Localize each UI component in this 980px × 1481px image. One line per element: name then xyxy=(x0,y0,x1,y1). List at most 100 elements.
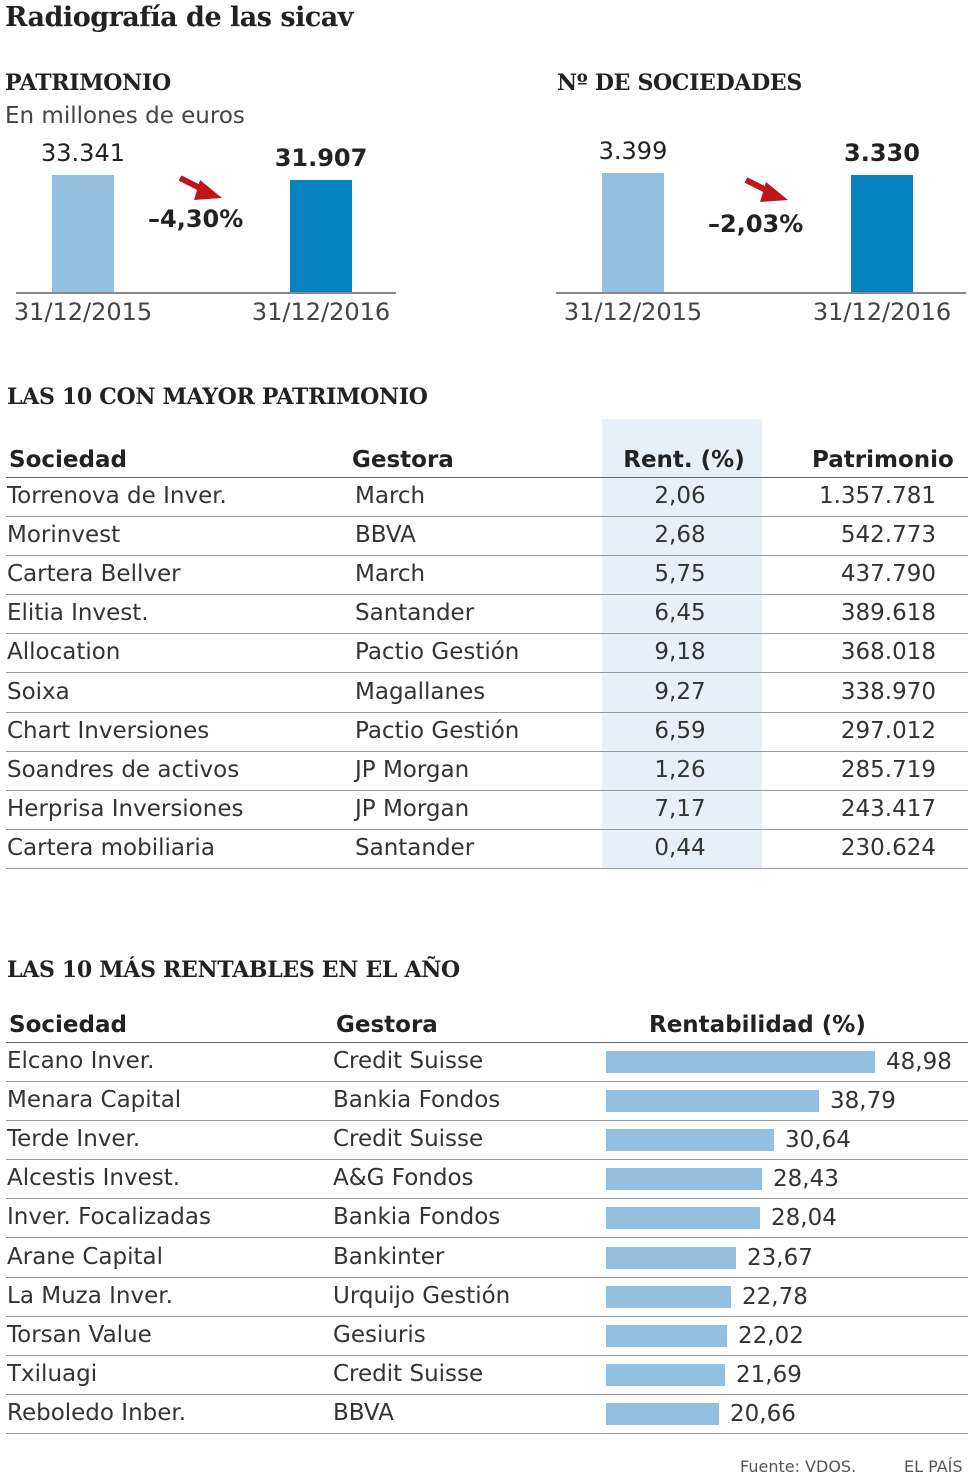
bar-1 xyxy=(290,180,352,292)
rentabilidad-bar xyxy=(606,1168,762,1191)
row-divider xyxy=(6,711,968,713)
cell-gestora: Pactio Gestión xyxy=(355,639,520,666)
sociedades-heading: Nº DE SOCIEDADES xyxy=(557,70,802,96)
cell-patrimonio: 243.417 xyxy=(840,795,936,822)
cell-gestora: JP Morgan xyxy=(355,756,470,783)
header-gestora: Gestora xyxy=(352,447,454,473)
row-divider xyxy=(6,1393,968,1395)
cell-rent: 0,44 xyxy=(654,834,706,861)
cell-patrimonio: 338.970 xyxy=(840,678,936,705)
cell-sociedad: La Muza Inver. xyxy=(7,1282,173,1309)
cell-sociedad: Inver. Focalizadas xyxy=(7,1204,211,1231)
row-divider xyxy=(6,1198,968,1200)
sociedades-down-arrow-icon xyxy=(744,177,788,202)
rentabilidad-value: 48,98 xyxy=(886,1049,952,1075)
cell-rent: 5,75 xyxy=(654,561,706,588)
cell-gestora: Credit Suisse xyxy=(333,1048,484,1074)
patrimonio-down-arrow-icon xyxy=(178,175,222,200)
row-divider xyxy=(6,828,968,830)
cell-patrimonio: 542.773 xyxy=(840,522,936,549)
rentabilidad-bar xyxy=(606,1402,719,1425)
cell-sociedad: Reboledo Inber. xyxy=(7,1399,187,1426)
cell-patrimonio: 1.357.781 xyxy=(818,483,936,509)
row-divider xyxy=(6,1354,968,1356)
bar-0 xyxy=(602,173,664,292)
header-patrimonio: Patrimonio xyxy=(812,447,954,473)
row-divider xyxy=(6,867,968,869)
cell-sociedad: Chart Inversiones xyxy=(7,717,210,744)
cell-sociedad: Allocation xyxy=(7,639,121,666)
cell-rent: 6,45 xyxy=(654,600,706,627)
cell-rent: 2,68 xyxy=(654,522,706,549)
row-divider xyxy=(6,1237,968,1239)
cell-sociedad: Soixa xyxy=(7,678,70,705)
row-divider xyxy=(6,1120,968,1122)
cell-rent: 2,06 xyxy=(654,483,706,509)
cell-sociedad: Torrenova de Inver. xyxy=(7,483,227,509)
rentabilidad-value: 20,66 xyxy=(730,1400,796,1427)
cell-sociedad: Elitia Invest. xyxy=(7,600,149,627)
cell-gestora: Credit Suisse xyxy=(333,1360,484,1387)
sociedades-axis xyxy=(556,292,966,294)
cell-patrimonio: 297.012 xyxy=(840,717,936,744)
patrimonio-change: –4,30% xyxy=(148,205,244,233)
cell-sociedad: Alcestis Invest. xyxy=(7,1165,181,1192)
cell-sociedad: Arane Capital xyxy=(7,1243,163,1270)
row-divider xyxy=(6,1315,968,1317)
bar-value-label: 3.399 xyxy=(598,137,668,165)
source-note: Fuente: VDOS. xyxy=(740,1457,857,1476)
cell-sociedad: Elcano Inver. xyxy=(7,1048,155,1074)
cell-patrimonio: 368.018 xyxy=(840,639,936,666)
cell-rent: 1,26 xyxy=(654,756,706,783)
rentabilidad-bar xyxy=(606,1090,819,1113)
cell-sociedad: Txiluagi xyxy=(7,1360,98,1387)
cell-gestora: March xyxy=(355,561,426,588)
bar-date-label: 31/12/2016 xyxy=(812,298,952,326)
patrimonio-axis xyxy=(16,292,396,294)
header-divider xyxy=(6,477,968,478)
cell-sociedad: Menara Capital xyxy=(7,1087,182,1114)
rentabilidad-value: 22,02 xyxy=(738,1322,804,1349)
header-rent: Rent. (%) xyxy=(623,447,745,473)
cell-sociedad: Cartera mobiliaria xyxy=(7,834,215,861)
cell-gestora: BBVA xyxy=(333,1399,394,1426)
cell-gestora: Bankia Fondos xyxy=(333,1204,501,1231)
row-divider xyxy=(6,516,968,517)
cell-gestora: JP Morgan xyxy=(355,795,470,822)
cell-sociedad: Morinvest xyxy=(7,522,121,549)
cell-patrimonio: 389.618 xyxy=(840,600,936,627)
cell-rent: 6,59 xyxy=(654,717,706,744)
row-divider xyxy=(6,672,968,674)
cell-gestora: Bankinter xyxy=(333,1243,445,1270)
cell-sociedad: Torsan Value xyxy=(7,1321,152,1348)
cell-sociedad: Soandres de activos xyxy=(7,756,240,783)
mas-rentables-heading: LAS 10 MÁS RENTABLES EN EL AÑO xyxy=(7,957,460,983)
bar-value-label: 31.907 xyxy=(274,144,368,172)
rentabilidad-bar xyxy=(606,1051,875,1073)
rent-column-highlight xyxy=(602,419,762,868)
header-divider xyxy=(6,1042,968,1043)
header-sociedad: Sociedad xyxy=(9,1012,127,1038)
row-divider xyxy=(6,555,968,557)
rentabilidad-value: 22,78 xyxy=(742,1283,808,1310)
rentabilidad-bar xyxy=(606,1324,727,1347)
cell-gestora: Credit Suisse xyxy=(333,1126,484,1153)
cell-gestora: Gesiuris xyxy=(333,1321,426,1348)
cell-gestora: Pactio Gestión xyxy=(355,717,520,744)
rentabilidad-value: 28,04 xyxy=(771,1205,837,1232)
rentabilidad-bar xyxy=(606,1285,731,1308)
header-gestora: Gestora xyxy=(336,1012,438,1038)
bar-1 xyxy=(851,175,913,292)
cell-sociedad: Herprisa Inversiones xyxy=(7,795,244,822)
bar-date-label: 31/12/2015 xyxy=(13,298,153,326)
row-divider xyxy=(6,633,968,635)
cell-sociedad: Terde Inver. xyxy=(7,1126,141,1153)
cell-patrimonio: 437.790 xyxy=(840,561,936,588)
rentabilidad-bar xyxy=(606,1207,760,1230)
rentabilidad-value: 21,69 xyxy=(736,1361,802,1388)
bar-value-label: 33.341 xyxy=(41,139,125,167)
row-divider xyxy=(6,594,968,596)
row-divider xyxy=(6,1432,968,1434)
cell-patrimonio: 285.719 xyxy=(840,756,936,783)
cell-gestora: Santander xyxy=(355,600,475,627)
